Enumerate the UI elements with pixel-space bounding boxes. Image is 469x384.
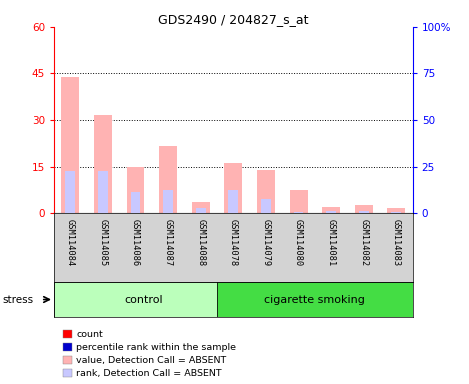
Bar: [294, 212, 303, 213]
Text: GSM114078: GSM114078: [229, 218, 238, 266]
Text: GSM114086: GSM114086: [131, 218, 140, 266]
Bar: [127, 167, 144, 213]
Bar: [326, 211, 336, 213]
Text: value, Detection Call = ABSENT: value, Detection Call = ABSENT: [76, 356, 227, 365]
Bar: [192, 202, 210, 213]
Bar: [98, 171, 108, 213]
Text: GSM114088: GSM114088: [196, 218, 205, 266]
Bar: [355, 205, 373, 213]
Text: GSM114081: GSM114081: [327, 218, 336, 266]
Bar: [217, 282, 413, 317]
Text: GSM114083: GSM114083: [392, 218, 401, 266]
Bar: [159, 146, 177, 213]
Text: GSM114084: GSM114084: [66, 218, 75, 266]
Bar: [61, 76, 79, 213]
Bar: [163, 190, 173, 213]
Bar: [392, 212, 401, 213]
Text: GSM114087: GSM114087: [164, 218, 173, 266]
Bar: [387, 209, 405, 213]
Text: rank, Detection Call = ABSENT: rank, Detection Call = ABSENT: [76, 369, 222, 378]
Text: cigarette smoking: cigarette smoking: [265, 295, 365, 305]
Text: GSM114082: GSM114082: [359, 218, 368, 266]
Text: GSM114085: GSM114085: [98, 218, 107, 266]
Text: percentile rank within the sample: percentile rank within the sample: [76, 343, 236, 352]
Text: count: count: [76, 329, 103, 339]
Bar: [289, 190, 308, 213]
Text: stress: stress: [2, 295, 33, 305]
Bar: [54, 282, 217, 317]
Bar: [94, 115, 112, 213]
Bar: [130, 192, 140, 213]
Bar: [65, 171, 75, 213]
Bar: [196, 207, 205, 213]
Bar: [228, 190, 238, 213]
Bar: [261, 199, 271, 213]
Title: GDS2490 / 204827_s_at: GDS2490 / 204827_s_at: [158, 13, 309, 26]
Bar: [359, 211, 369, 213]
Text: GSM114079: GSM114079: [261, 218, 271, 266]
Text: GSM114080: GSM114080: [294, 218, 303, 266]
Text: control: control: [124, 295, 163, 305]
Bar: [257, 170, 275, 213]
Bar: [322, 207, 340, 213]
Bar: [224, 164, 242, 213]
